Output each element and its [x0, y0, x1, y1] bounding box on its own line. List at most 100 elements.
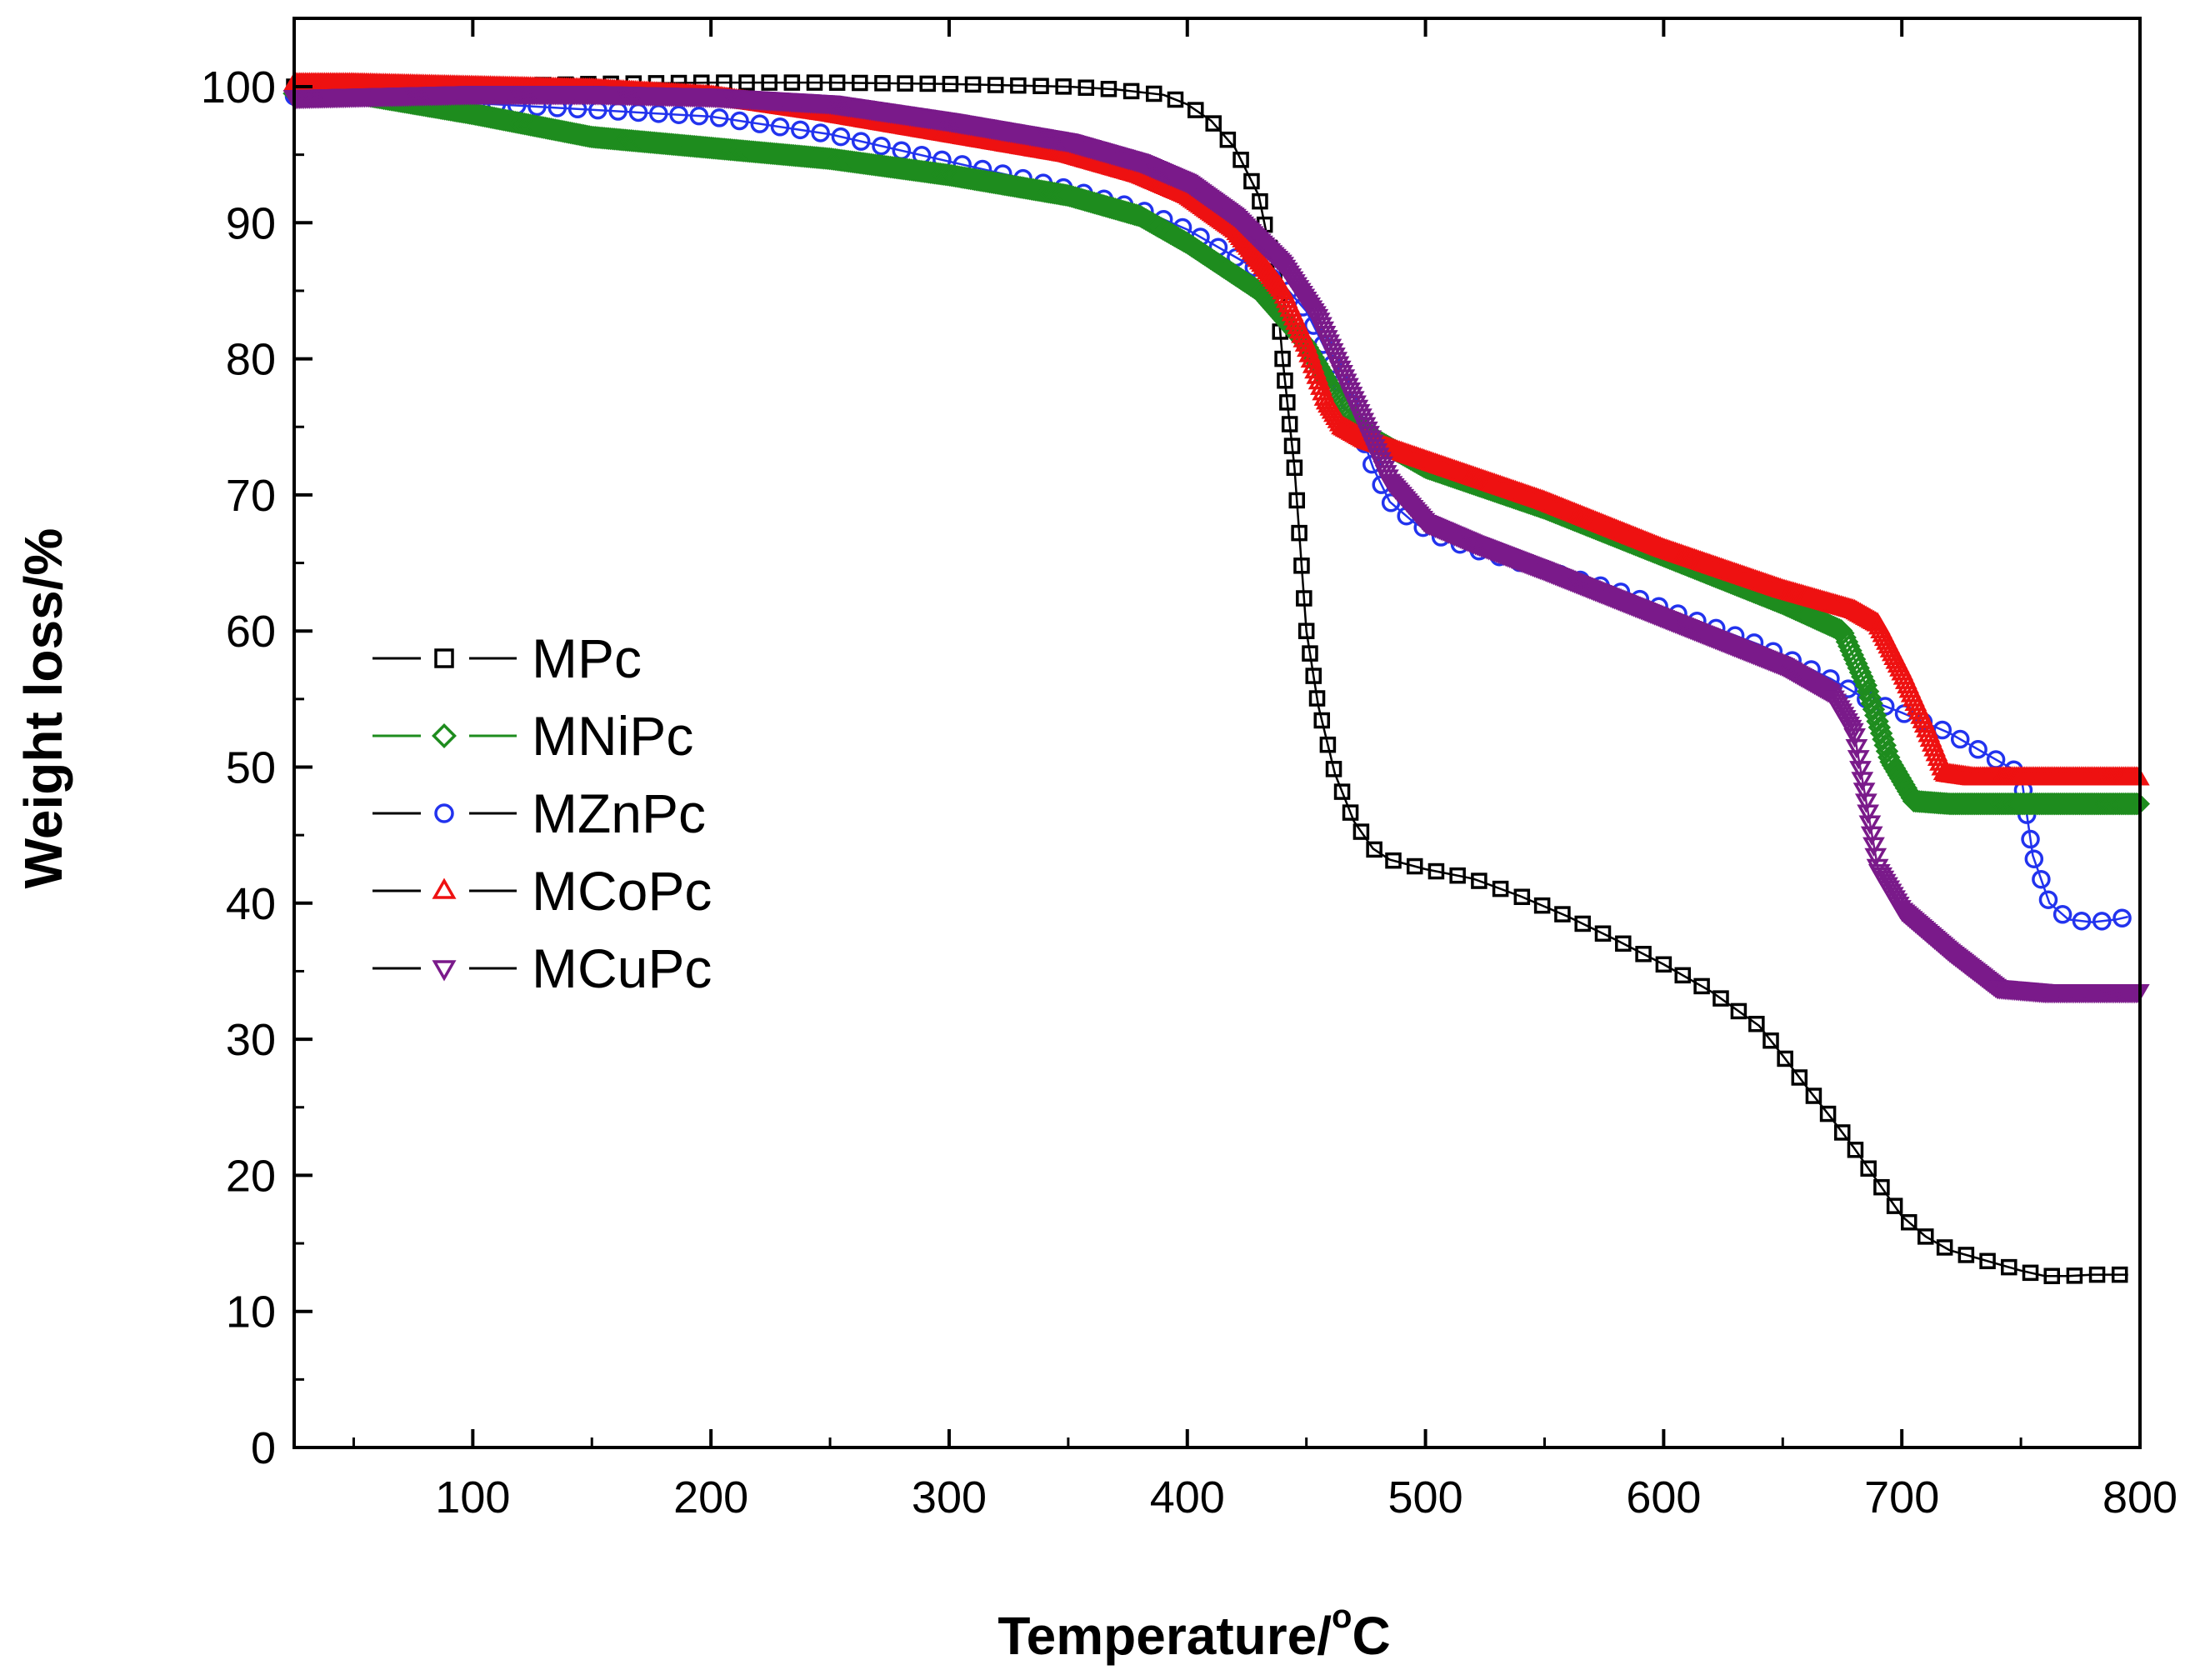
data-point [791, 120, 810, 140]
data-point [1274, 350, 1291, 368]
data-point [1319, 736, 1337, 753]
x-tick-label: 100 [435, 1472, 510, 1522]
legend-item-mnipc: MNiPc [372, 705, 693, 767]
data-point [811, 123, 830, 142]
data-point [1286, 459, 1303, 476]
data-point [1860, 1160, 1877, 1177]
data-point [1122, 82, 1140, 100]
data-point [1857, 804, 1879, 824]
x-axis-title-text: Temperature/ [998, 1606, 1332, 1666]
data-point [1492, 880, 1509, 898]
data-point [1762, 1032, 1779, 1049]
legend: MPc MNiPc MZnPc MCoPc MCuPc [372, 628, 712, 999]
legend-label: MZnPc [532, 782, 706, 844]
data-point [1252, 192, 1268, 210]
legend-marker [434, 648, 454, 668]
data-point [2112, 908, 2132, 928]
data-point [1288, 492, 1305, 509]
data-point [1858, 686, 1882, 709]
data-point [1655, 956, 1672, 973]
data-point [1851, 772, 1874, 792]
data-point [2021, 829, 2040, 849]
legend-label: MCuPc [532, 938, 712, 999]
data-point [770, 117, 790, 137]
data-point [1291, 524, 1308, 542]
x-axis-title-unit: C [1352, 1606, 1390, 1666]
data-point [874, 75, 891, 92]
y-tick-label: 80 [226, 335, 276, 385]
data-point [1833, 1124, 1851, 1141]
data-point [689, 106, 709, 126]
data-point [1533, 897, 1551, 914]
data-point [1010, 77, 1027, 94]
data-point [1574, 915, 1591, 932]
data-point [1862, 837, 1885, 857]
series-mcupc [282, 86, 2150, 1004]
data-point [750, 114, 770, 133]
data-point [1055, 78, 1072, 95]
legend-marker [432, 960, 457, 982]
data-point [2088, 1266, 2106, 1283]
data-point [1554, 906, 1571, 922]
data-point [1293, 558, 1310, 574]
legend-item-mznpc: MZnPc [372, 782, 706, 844]
data-point [1406, 858, 1423, 875]
legend-item-mcopc: MCoPc [372, 860, 712, 922]
data-point [1449, 867, 1466, 884]
data-point [1146, 85, 1162, 102]
data-point [1283, 438, 1301, 454]
data-point [1188, 102, 1204, 118]
data-point [828, 74, 846, 91]
data-point [2072, 911, 2092, 931]
data-point [2052, 905, 2072, 924]
data-point [1325, 761, 1342, 778]
x-tick-label: 600 [1626, 1472, 1701, 1522]
data-point [761, 74, 778, 91]
x-tick-label: 800 [2102, 1472, 2178, 1522]
data-point [1366, 841, 1382, 858]
legend-marker [432, 878, 457, 899]
data-point [1901, 1213, 1918, 1231]
data-point [987, 77, 1004, 93]
data-point [1748, 1015, 1765, 1032]
data-point [1078, 79, 1095, 96]
data-point [1205, 115, 1222, 132]
data-point [1854, 793, 1878, 813]
data-point [1868, 716, 1892, 739]
data-point [1333, 783, 1351, 800]
data-point [1858, 815, 1882, 835]
data-point [1471, 872, 1488, 889]
data-point [1852, 669, 1876, 693]
data-point [1219, 131, 1237, 148]
data-point [1712, 990, 1729, 1007]
data-point [1296, 590, 1312, 607]
data-point [1918, 1228, 1934, 1245]
data-point [1872, 728, 1895, 751]
data-point [1950, 729, 1970, 749]
data-point [1860, 826, 1883, 846]
data-point [1428, 862, 1445, 880]
data-point [1958, 1247, 1975, 1263]
data-point [2111, 1266, 2128, 1283]
data-point [964, 76, 982, 93]
data-point [2066, 1268, 2083, 1284]
data-point [2024, 849, 2044, 868]
data-point [709, 108, 729, 128]
data-point [1730, 1002, 1748, 1020]
data-point [1777, 1050, 1793, 1068]
data-point [1305, 668, 1322, 684]
legend-item-mcupc: MCuPc [372, 938, 712, 999]
data-point [1873, 1178, 1890, 1196]
data-point [1805, 1088, 1822, 1104]
x-tick-label: 500 [1388, 1472, 1463, 1522]
data-point [1852, 782, 1876, 802]
data-point [1167, 91, 1184, 108]
data-point [1847, 1142, 1864, 1158]
data-point [1843, 728, 1866, 748]
data-point [1979, 1252, 1996, 1270]
data-point [1819, 1105, 1837, 1122]
data-point [738, 74, 755, 91]
data-point [783, 74, 801, 91]
data-point [1845, 739, 1868, 759]
